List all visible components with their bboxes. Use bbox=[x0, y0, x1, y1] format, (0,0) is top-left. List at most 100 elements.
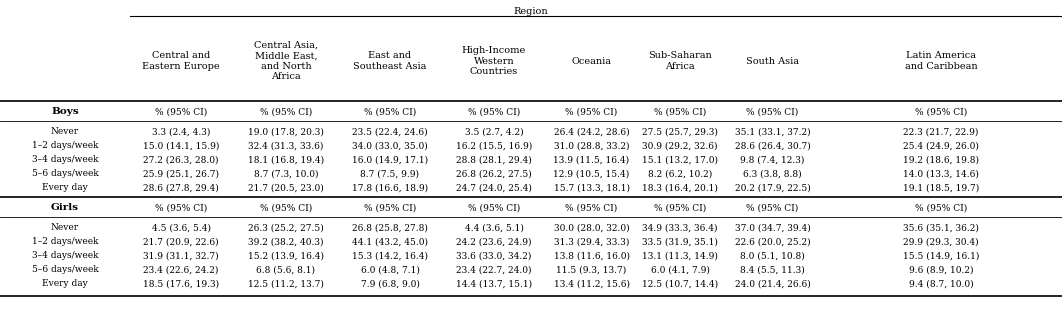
Text: 35.6 (35.1, 36.2): 35.6 (35.1, 36.2) bbox=[903, 224, 979, 232]
Text: 23.5 (22.4, 24.6): 23.5 (22.4, 24.6) bbox=[353, 127, 428, 137]
Text: % (95% CI): % (95% CI) bbox=[747, 108, 799, 116]
Text: 15.5 (14.9, 16.1): 15.5 (14.9, 16.1) bbox=[903, 251, 979, 260]
Text: 8.2 (6.2, 10.2): 8.2 (6.2, 10.2) bbox=[648, 170, 713, 179]
Text: 12.5 (11.2, 13.7): 12.5 (11.2, 13.7) bbox=[249, 279, 324, 289]
Text: 26.4 (24.2, 28.6): 26.4 (24.2, 28.6) bbox=[553, 127, 630, 137]
Text: 3.5 (2.7, 4.2): 3.5 (2.7, 4.2) bbox=[465, 127, 524, 137]
Text: % (95% CI): % (95% CI) bbox=[654, 203, 706, 213]
Text: High-Income
Western
Countries: High-Income Western Countries bbox=[462, 46, 526, 76]
Text: % (95% CI): % (95% CI) bbox=[364, 108, 416, 116]
Text: Never: Never bbox=[51, 224, 79, 232]
Text: % (95% CI): % (95% CI) bbox=[565, 108, 618, 116]
Text: 8.7 (7.5, 9.9): 8.7 (7.5, 9.9) bbox=[360, 170, 419, 179]
Text: 6.0 (4.1, 7.9): 6.0 (4.1, 7.9) bbox=[651, 265, 709, 274]
Text: 11.5 (9.3, 13.7): 11.5 (9.3, 13.7) bbox=[556, 265, 627, 274]
Text: 23.4 (22.6, 24.2): 23.4 (22.6, 24.2) bbox=[143, 265, 219, 274]
Text: 3.3 (2.4, 4.3): 3.3 (2.4, 4.3) bbox=[152, 127, 210, 137]
Text: 12.9 (10.5, 15.4): 12.9 (10.5, 15.4) bbox=[553, 170, 630, 179]
Text: 15.0 (14.1, 15.9): 15.0 (14.1, 15.9) bbox=[142, 141, 219, 151]
Text: Oceania: Oceania bbox=[571, 56, 612, 66]
Text: 28.6 (27.8, 29.4): 28.6 (27.8, 29.4) bbox=[143, 184, 219, 192]
Text: 24.0 (21.4, 26.6): 24.0 (21.4, 26.6) bbox=[735, 279, 810, 289]
Text: 13.1 (11.3, 14.9): 13.1 (11.3, 14.9) bbox=[643, 251, 718, 260]
Text: 18.3 (16.4, 20.1): 18.3 (16.4, 20.1) bbox=[643, 184, 718, 192]
Text: 21.7 (20.9, 22.6): 21.7 (20.9, 22.6) bbox=[143, 238, 219, 246]
Text: 31.0 (28.8, 33.2): 31.0 (28.8, 33.2) bbox=[553, 141, 630, 151]
Text: 35.1 (33.1, 37.2): 35.1 (33.1, 37.2) bbox=[735, 127, 810, 137]
Text: 6.3 (3.8, 8.8): 6.3 (3.8, 8.8) bbox=[743, 170, 802, 179]
Text: 1–2 days/week: 1–2 days/week bbox=[32, 141, 99, 151]
Text: % (95% CI): % (95% CI) bbox=[155, 108, 207, 116]
Text: 13.9 (11.5, 16.4): 13.9 (11.5, 16.4) bbox=[553, 156, 630, 165]
Text: 4.5 (3.6, 5.4): 4.5 (3.6, 5.4) bbox=[152, 224, 210, 232]
Text: % (95% CI): % (95% CI) bbox=[914, 203, 967, 213]
Text: Boys: Boys bbox=[51, 108, 79, 116]
Text: 25.4 (24.9, 26.0): 25.4 (24.9, 26.0) bbox=[903, 141, 979, 151]
Text: 28.6 (26.4, 30.7): 28.6 (26.4, 30.7) bbox=[735, 141, 810, 151]
Text: 31.3 (29.4, 33.3): 31.3 (29.4, 33.3) bbox=[553, 238, 629, 246]
Text: Never: Never bbox=[51, 127, 79, 137]
Text: 30.9 (29.2, 32.6): 30.9 (29.2, 32.6) bbox=[643, 141, 718, 151]
Text: % (95% CI): % (95% CI) bbox=[155, 203, 207, 213]
Text: 20.2 (17.9, 22.5): 20.2 (17.9, 22.5) bbox=[735, 184, 810, 192]
Text: 18.1 (16.8, 19.4): 18.1 (16.8, 19.4) bbox=[247, 156, 324, 165]
Text: % (95% CI): % (95% CI) bbox=[565, 203, 618, 213]
Text: 23.4 (22.7, 24.0): 23.4 (22.7, 24.0) bbox=[457, 265, 532, 274]
Text: 4.4 (3.6, 5.1): 4.4 (3.6, 5.1) bbox=[464, 224, 524, 232]
Text: 3–4 days/week: 3–4 days/week bbox=[32, 156, 99, 165]
Text: 39.2 (38.2, 40.3): 39.2 (38.2, 40.3) bbox=[249, 238, 324, 246]
Text: 44.1 (43.2, 45.0): 44.1 (43.2, 45.0) bbox=[352, 238, 428, 246]
Text: 21.7 (20.5, 23.0): 21.7 (20.5, 23.0) bbox=[249, 184, 324, 192]
Text: Every day: Every day bbox=[42, 279, 88, 289]
Text: 31.9 (31.1, 32.7): 31.9 (31.1, 32.7) bbox=[143, 251, 219, 260]
Text: 24.2 (23.6, 24.9): 24.2 (23.6, 24.9) bbox=[457, 238, 532, 246]
Text: 8.7 (7.3, 10.0): 8.7 (7.3, 10.0) bbox=[254, 170, 319, 179]
Text: Sub-Saharan
Africa: Sub-Saharan Africa bbox=[648, 51, 712, 71]
Text: 19.2 (18.6, 19.8): 19.2 (18.6, 19.8) bbox=[903, 156, 979, 165]
Text: South Asia: South Asia bbox=[746, 56, 799, 66]
Text: 16.0 (14.9, 17.1): 16.0 (14.9, 17.1) bbox=[352, 156, 428, 165]
Text: % (95% CI): % (95% CI) bbox=[747, 203, 799, 213]
Text: 33.6 (33.0, 34.2): 33.6 (33.0, 34.2) bbox=[457, 251, 532, 260]
Text: 34.9 (33.3, 36.4): 34.9 (33.3, 36.4) bbox=[643, 224, 718, 232]
Text: 9.4 (8.7, 10.0): 9.4 (8.7, 10.0) bbox=[909, 279, 973, 289]
Text: 25.9 (25.1, 26.7): 25.9 (25.1, 26.7) bbox=[143, 170, 219, 179]
Text: 27.2 (26.3, 28.0): 27.2 (26.3, 28.0) bbox=[143, 156, 219, 165]
Text: 13.4 (11.2, 15.6): 13.4 (11.2, 15.6) bbox=[553, 279, 630, 289]
Text: 29.9 (29.3, 30.4): 29.9 (29.3, 30.4) bbox=[903, 238, 979, 246]
Text: 15.3 (14.2, 16.4): 15.3 (14.2, 16.4) bbox=[352, 251, 428, 260]
Text: Region: Region bbox=[514, 7, 548, 16]
Text: 33.5 (31.9, 35.1): 33.5 (31.9, 35.1) bbox=[643, 238, 718, 246]
Text: 12.5 (10.7, 14.4): 12.5 (10.7, 14.4) bbox=[641, 279, 718, 289]
Text: 7.9 (6.8, 9.0): 7.9 (6.8, 9.0) bbox=[361, 279, 419, 289]
Text: 30.0 (28.0, 32.0): 30.0 (28.0, 32.0) bbox=[553, 224, 630, 232]
Text: Central Asia,
Middle East,
and North
Africa: Central Asia, Middle East, and North Afr… bbox=[254, 41, 318, 81]
Text: % (95% CI): % (95% CI) bbox=[654, 108, 706, 116]
Text: 5–6 days/week: 5–6 days/week bbox=[32, 265, 99, 274]
Text: 34.0 (33.0, 35.0): 34.0 (33.0, 35.0) bbox=[353, 141, 428, 151]
Text: 15.1 (13.2, 17.0): 15.1 (13.2, 17.0) bbox=[643, 156, 718, 165]
Text: 19.0 (17.8, 20.3): 19.0 (17.8, 20.3) bbox=[249, 127, 324, 137]
Text: 6.8 (5.6, 8.1): 6.8 (5.6, 8.1) bbox=[257, 265, 315, 274]
Text: East and
Southeast Asia: East and Southeast Asia bbox=[354, 51, 427, 71]
Text: % (95% CI): % (95% CI) bbox=[364, 203, 416, 213]
Text: 9.8 (7.4, 12.3): 9.8 (7.4, 12.3) bbox=[740, 156, 805, 165]
Text: 9.6 (8.9, 10.2): 9.6 (8.9, 10.2) bbox=[909, 265, 973, 274]
Text: 27.5 (25.7, 29.3): 27.5 (25.7, 29.3) bbox=[643, 127, 718, 137]
Text: % (95% CI): % (95% CI) bbox=[914, 108, 967, 116]
Text: % (95% CI): % (95% CI) bbox=[260, 203, 312, 213]
Text: 17.8 (16.6, 18.9): 17.8 (16.6, 18.9) bbox=[352, 184, 428, 192]
Text: 8.4 (5.5, 11.3): 8.4 (5.5, 11.3) bbox=[740, 265, 805, 274]
Text: 5–6 days/week: 5–6 days/week bbox=[32, 170, 99, 179]
Text: 14.0 (13.3, 14.6): 14.0 (13.3, 14.6) bbox=[903, 170, 979, 179]
Text: 18.5 (17.6, 19.3): 18.5 (17.6, 19.3) bbox=[143, 279, 219, 289]
Text: 14.4 (13.7, 15.1): 14.4 (13.7, 15.1) bbox=[456, 279, 532, 289]
Text: 28.8 (28.1, 29.4): 28.8 (28.1, 29.4) bbox=[456, 156, 532, 165]
Text: 26.3 (25.2, 27.5): 26.3 (25.2, 27.5) bbox=[249, 224, 324, 232]
Text: % (95% CI): % (95% CI) bbox=[468, 203, 520, 213]
Text: 26.8 (26.2, 27.5): 26.8 (26.2, 27.5) bbox=[456, 170, 532, 179]
Text: 6.0 (4.8, 7.1): 6.0 (4.8, 7.1) bbox=[361, 265, 419, 274]
Text: 8.0 (5.1, 10.8): 8.0 (5.1, 10.8) bbox=[740, 251, 805, 260]
Text: 24.7 (24.0, 25.4): 24.7 (24.0, 25.4) bbox=[456, 184, 532, 192]
Text: 32.4 (31.3, 33.6): 32.4 (31.3, 33.6) bbox=[249, 141, 324, 151]
